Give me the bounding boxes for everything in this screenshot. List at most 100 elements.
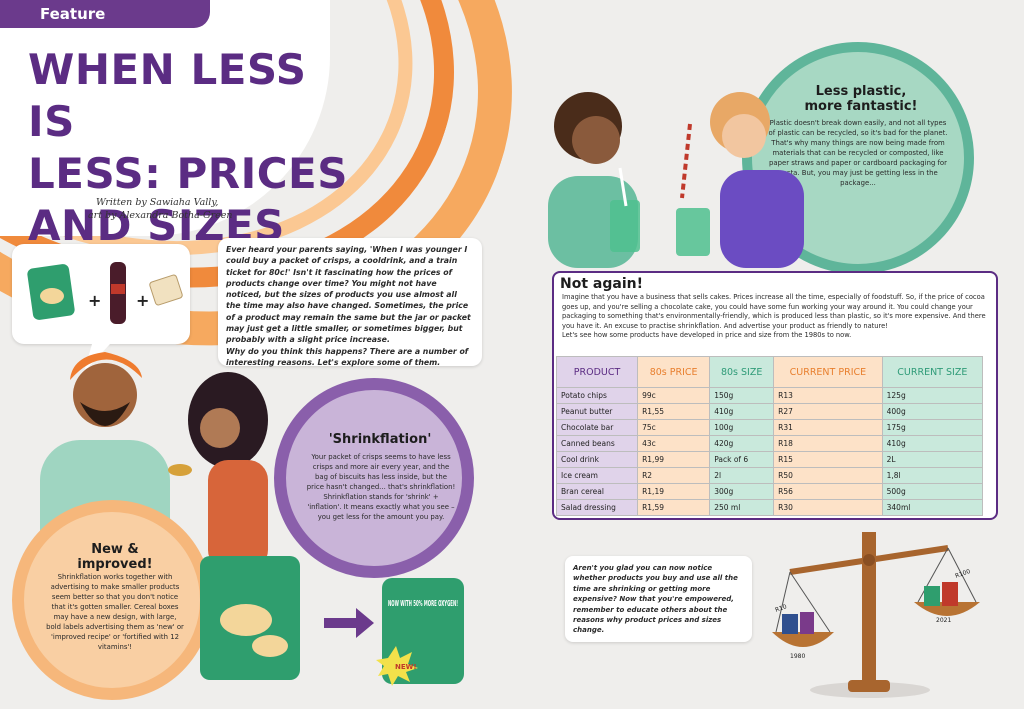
cell-80s-price: R1,55 (637, 403, 711, 420)
cell-product: Potato chips (555, 387, 639, 404)
cell-80s-price: 43c (637, 435, 711, 452)
table-row: Cool drink R1,99 Pack of 6 R15 2L (555, 451, 984, 468)
cell-current-size: 500g (881, 483, 984, 500)
intro-paragraph: Ever heard your parents saying, 'When I … (226, 245, 471, 345)
girl-face (200, 408, 240, 448)
new-burst-icon (376, 646, 418, 686)
cell-product: Canned beans (555, 435, 639, 452)
title-line: LESS: PRICES (28, 149, 348, 198)
cell-product: Chocolate bar (555, 419, 639, 436)
cell-current-price: R56 (773, 483, 883, 500)
new-improved-title-line: improved! (77, 557, 153, 572)
right-price-tag: R100 (954, 568, 971, 580)
beard (80, 402, 130, 426)
cell-product: Cool drink (555, 451, 639, 468)
left-price-tag: R10 (774, 603, 788, 614)
table-row: Peanut butter R1,55 410g R27 400g (555, 403, 984, 420)
cell-current-size: 1,8l (881, 467, 984, 484)
left-year-label: 1980 (790, 653, 805, 660)
new-improved-title-line: New & (91, 542, 139, 557)
cell-80s-price: 99c (637, 387, 711, 404)
header-current-size: CURRENT SIZE (881, 356, 984, 388)
intro-text-box: Ever heard your parents saying, 'When I … (218, 238, 482, 367)
table-row: Ice cream R2 2l R50 1,8l (555, 467, 984, 484)
table-row: Salad dressing R1,59 250 ml R30 340ml (555, 499, 984, 516)
cell-80s-size: 420g (709, 435, 775, 452)
cell-80s-price: R1,19 (637, 483, 711, 500)
closing-text-box: Aren't you glad you can now notice wheth… (565, 556, 752, 642)
cell-current-price: R13 (773, 387, 883, 404)
turban-icon (70, 352, 142, 380)
cell-current-price: R15 (773, 451, 883, 468)
header-80s-size: 80s SIZE (709, 356, 775, 388)
crisps-comparison-illustration: NOW WITH 50% MORE OXYGEN! NEW! (200, 556, 464, 686)
cell-current-size: 2L (881, 451, 984, 468)
cell-80s-price: R1,59 (637, 499, 711, 516)
header-current-price: CURRENT PRICE (773, 356, 883, 388)
straw-kids-illustration (548, 92, 804, 268)
paper-straw-icon (680, 123, 692, 199)
glass-icon (610, 200, 640, 252)
svg-text:+: + (88, 291, 101, 310)
kid-face (572, 116, 620, 164)
byline-writer: Written by Sawiaha Vally, (96, 197, 219, 208)
coins-icon (168, 464, 192, 476)
header-80s-price: 80s PRICE (637, 356, 711, 388)
scale-post (862, 532, 876, 690)
plastic-title-line: more fantastic! (804, 99, 918, 114)
cell-current-size: 410g (881, 435, 984, 452)
cell-80s-size: Pack of 6 (709, 451, 775, 468)
shrinkflation-body: Your packet of crisps seems to have less… (306, 453, 456, 521)
new-improved-body: Shrinkflation works together with advert… (46, 573, 184, 651)
cell-current-size: 400g (881, 403, 984, 420)
cell-product: Peanut butter (555, 403, 639, 420)
cell-80s-size: 410g (709, 403, 775, 420)
plastic-title-line: Less plastic, (815, 84, 907, 99)
table-header-row: PRODUCT 80s PRICE 80s SIZE CURRENT PRICE… (555, 356, 984, 388)
right-year-label: 2021 (936, 617, 951, 624)
cell-current-price: R18 (773, 435, 883, 452)
svg-text:+: + (136, 291, 149, 310)
cell-current-price: R31 (773, 419, 883, 436)
cell-80s-size: 300g (709, 483, 775, 500)
arrow-right-icon (324, 608, 374, 638)
bubble-items-illustration: + + (27, 262, 183, 372)
teen-face (722, 114, 766, 158)
burst-label: NEW! (395, 663, 417, 671)
plastic-body: Plastic doesn't break down easily, and n… (768, 119, 948, 187)
table-row: Bran cereal R1,19 300g R56 500g (555, 483, 984, 500)
title-line: WHEN LESS IS (28, 45, 307, 146)
section-tab: Feature (0, 0, 210, 28)
table-intro: Let's see how some products have develop… (562, 331, 852, 340)
straw-icon (618, 167, 628, 207)
cell-product: Salad dressing (555, 499, 639, 516)
table-row: Chocolate bar 75c 100g R31 175g (555, 419, 984, 436)
intro-question: Why do you think this happens? There are… (226, 346, 469, 367)
byline-artist: art by Alexandra Botha-Green (88, 210, 233, 221)
plastic-title: Less plastic, more fantastic! (796, 84, 926, 114)
table-row: Canned beans 43c 420g R18 410g (555, 435, 984, 452)
cell-80s-price: 75c (637, 419, 711, 436)
header-product: PRODUCT (555, 356, 639, 388)
cell-current-price: R30 (773, 499, 883, 516)
shrinkflation-title: 'Shrinkflation' (328, 432, 432, 447)
left-scale-pan-icon (772, 632, 834, 647)
cell-current-price: R27 (773, 403, 883, 420)
new-improved-title: New & improved! (60, 542, 170, 572)
byline: Written by Sawiaha Vally, art by Alexand… (62, 196, 292, 222)
glass-icon-2 (676, 208, 710, 256)
train-ticket-icon (149, 274, 183, 306)
cell-product: Ice cream (555, 467, 639, 484)
not-again-paragraph: Imagine that you have a business that se… (562, 293, 986, 330)
cell-current-price: R50 (773, 467, 883, 484)
bag-slogan: NOW WITH 50% MORE OXYGEN! (388, 599, 458, 608)
cell-current-size: 125g (881, 387, 984, 404)
cell-current-size: 175g (881, 419, 984, 436)
cell-current-size: 340ml (881, 499, 984, 516)
cell-80s-price: R2 (637, 467, 711, 484)
balance-scale-illustration: R10 1980 R100 2021 (772, 532, 980, 698)
not-again-body: Imagine that you have a business that se… (562, 293, 990, 341)
cell-80s-size: 150g (709, 387, 775, 404)
cell-80s-size: 100g (709, 419, 775, 436)
page-title: WHEN LESS IS LESS: PRICES AND SIZES (28, 44, 358, 252)
